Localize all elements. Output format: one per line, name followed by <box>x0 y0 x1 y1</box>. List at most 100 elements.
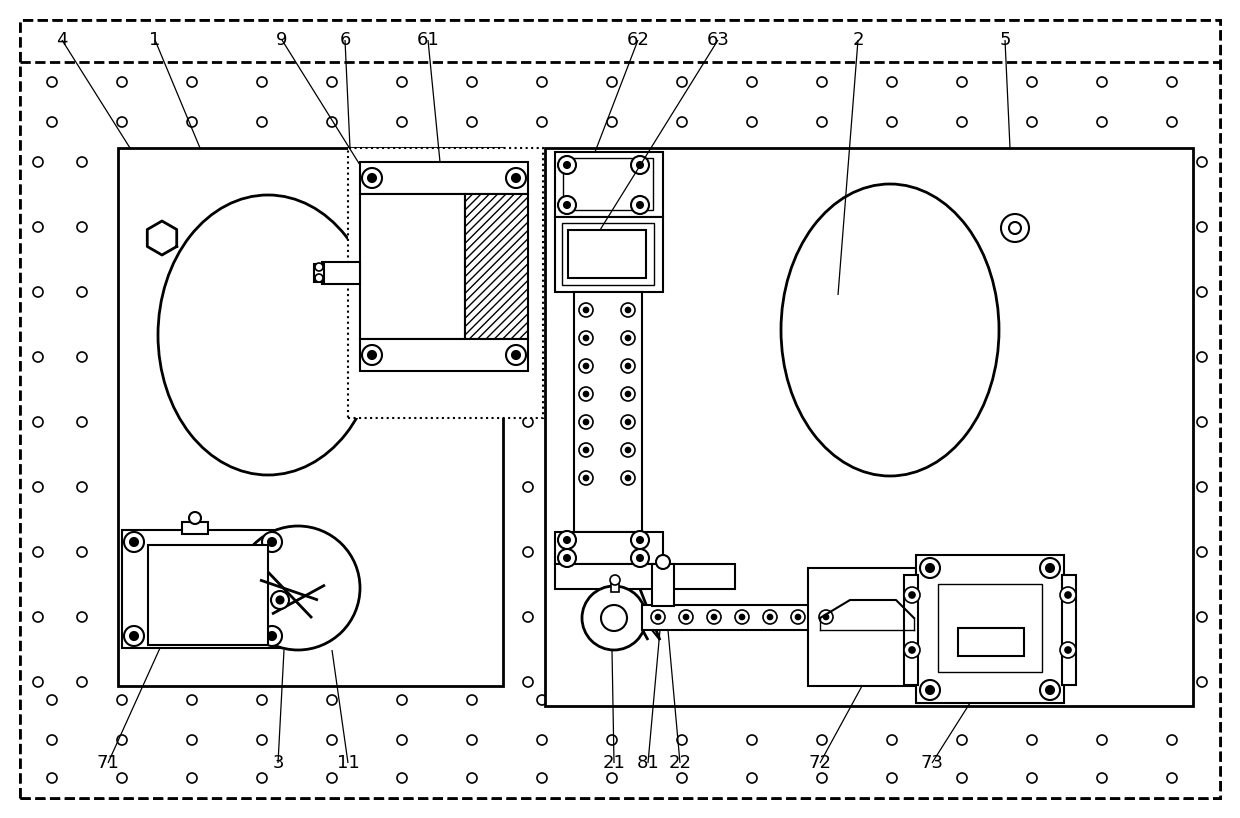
Bar <box>360 162 528 194</box>
Circle shape <box>512 351 520 359</box>
Circle shape <box>397 77 407 87</box>
Circle shape <box>656 614 661 619</box>
Circle shape <box>887 695 897 705</box>
Circle shape <box>680 610 693 624</box>
Circle shape <box>1027 77 1037 87</box>
Circle shape <box>746 735 756 745</box>
Circle shape <box>1027 735 1037 745</box>
Circle shape <box>1040 558 1060 578</box>
Circle shape <box>564 555 570 561</box>
Circle shape <box>712 614 717 619</box>
Circle shape <box>584 308 589 312</box>
Bar <box>563 158 653 210</box>
Circle shape <box>631 549 649 567</box>
Circle shape <box>272 591 289 609</box>
Circle shape <box>33 612 43 622</box>
Bar <box>916 555 1064 703</box>
Circle shape <box>537 695 547 705</box>
Circle shape <box>262 532 281 552</box>
Circle shape <box>1153 222 1163 232</box>
Circle shape <box>601 605 627 631</box>
Circle shape <box>1197 677 1207 687</box>
Circle shape <box>1097 735 1107 745</box>
Circle shape <box>707 610 720 624</box>
Circle shape <box>584 363 589 368</box>
Circle shape <box>33 287 43 297</box>
Circle shape <box>327 77 337 87</box>
Circle shape <box>77 677 87 687</box>
Circle shape <box>631 531 649 549</box>
Circle shape <box>368 351 376 359</box>
Circle shape <box>33 547 43 557</box>
Bar <box>611 582 619 592</box>
Circle shape <box>683 614 688 619</box>
Circle shape <box>1197 222 1207 232</box>
Circle shape <box>47 773 57 783</box>
Circle shape <box>621 471 635 485</box>
Text: 5: 5 <box>999 31 1011 49</box>
Circle shape <box>1040 680 1060 700</box>
Circle shape <box>77 287 87 297</box>
Circle shape <box>467 695 477 705</box>
Circle shape <box>957 117 967 127</box>
Text: 62: 62 <box>626 31 650 49</box>
Ellipse shape <box>157 195 378 475</box>
Circle shape <box>257 77 267 87</box>
Text: 9: 9 <box>277 31 288 49</box>
Circle shape <box>1097 773 1107 783</box>
Circle shape <box>677 735 687 745</box>
Circle shape <box>327 735 337 745</box>
Circle shape <box>1047 686 1054 694</box>
Circle shape <box>397 695 407 705</box>
Circle shape <box>625 363 630 368</box>
Circle shape <box>537 117 547 127</box>
Circle shape <box>537 773 547 783</box>
Circle shape <box>582 586 646 650</box>
Circle shape <box>187 773 197 783</box>
Circle shape <box>257 735 267 745</box>
Circle shape <box>735 610 749 624</box>
Circle shape <box>33 222 43 232</box>
Circle shape <box>523 417 533 427</box>
Circle shape <box>625 308 630 312</box>
Circle shape <box>77 222 87 232</box>
Text: 3: 3 <box>273 754 284 772</box>
Circle shape <box>33 482 43 492</box>
Circle shape <box>887 117 897 127</box>
Circle shape <box>579 415 593 429</box>
Circle shape <box>791 610 805 624</box>
Circle shape <box>47 117 57 127</box>
Circle shape <box>1153 352 1163 362</box>
Circle shape <box>1197 482 1207 492</box>
Circle shape <box>77 157 87 167</box>
Circle shape <box>117 695 126 705</box>
Circle shape <box>584 392 589 397</box>
Ellipse shape <box>781 184 999 476</box>
Circle shape <box>1065 647 1071 653</box>
Circle shape <box>33 677 43 687</box>
Text: 81: 81 <box>636 754 660 772</box>
Circle shape <box>1167 695 1177 705</box>
Circle shape <box>277 596 284 604</box>
Bar <box>1061 575 1076 685</box>
Bar <box>556 564 735 589</box>
Circle shape <box>957 77 967 87</box>
Circle shape <box>362 168 382 188</box>
Circle shape <box>817 695 827 705</box>
Bar <box>904 575 918 685</box>
Circle shape <box>467 77 477 87</box>
Circle shape <box>656 555 670 569</box>
Circle shape <box>579 303 593 317</box>
Circle shape <box>631 196 649 214</box>
Circle shape <box>523 287 533 297</box>
Circle shape <box>523 222 533 232</box>
Circle shape <box>1197 417 1207 427</box>
Circle shape <box>467 773 477 783</box>
Circle shape <box>397 117 407 127</box>
Circle shape <box>77 417 87 427</box>
Bar <box>568 230 646 278</box>
Circle shape <box>1097 695 1107 705</box>
Circle shape <box>746 773 756 783</box>
Circle shape <box>579 331 593 345</box>
Circle shape <box>651 610 665 624</box>
